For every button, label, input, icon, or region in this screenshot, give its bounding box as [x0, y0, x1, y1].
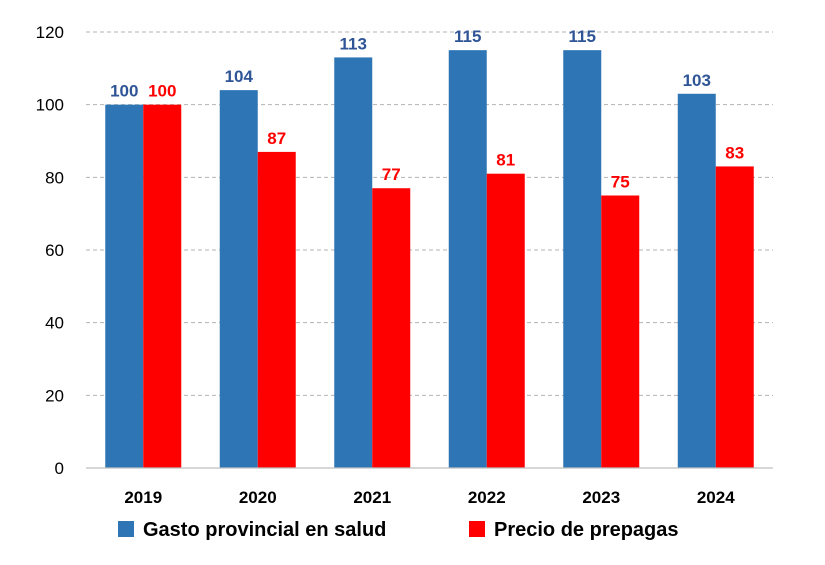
- bar-precio-2024: [715, 166, 754, 468]
- bar-gasto-2022: [448, 50, 487, 469]
- x-tick-label: 2019: [124, 488, 162, 507]
- legend-label-gasto: Gasto provincial en salud: [143, 519, 386, 541]
- data-label-precio-2020: 87: [267, 129, 286, 148]
- bar-gasto-2019: [105, 104, 144, 469]
- x-tick-label: 2021: [353, 488, 391, 507]
- y-tick-label: 20: [45, 386, 64, 405]
- data-label-gasto-2022: 115: [454, 27, 481, 46]
- gridlines: [86, 31, 773, 396]
- data-label-precio-2021: 77: [382, 165, 401, 184]
- y-tick-label: 0: [55, 459, 64, 478]
- bar-gasto-2021: [334, 57, 373, 468]
- legend-label-precio: Precio de prepagas: [494, 519, 679, 541]
- data-label-gasto-2021: 113: [340, 34, 367, 53]
- legend: Gasto provincial en salud Precio de prepa…: [118, 519, 679, 541]
- bar-gasto-2023: [563, 50, 602, 469]
- y-tick-label: 80: [45, 168, 64, 187]
- y-axis: 0 20 40 60 80 100 120: [36, 23, 64, 478]
- x-tick-label: 2020: [239, 488, 277, 507]
- data-label-gasto-2020: 104: [225, 67, 254, 86]
- bar-precio-2020: [257, 151, 296, 468]
- bar-gasto-2020: [219, 90, 258, 468]
- x-tick-label: 2024: [697, 488, 735, 507]
- data-labels: 100 100 104 87 113 77 115 81 115 75 103 83: [110, 27, 744, 191]
- bar-precio-2023: [601, 195, 640, 468]
- legend-swatch-gasto: [118, 521, 134, 537]
- y-tick-label: 100: [36, 96, 64, 115]
- x-tick-label: 2023: [582, 488, 620, 507]
- y-tick-label: 40: [45, 314, 64, 333]
- data-label-precio-2022: 81: [496, 151, 515, 170]
- data-label-precio-2024: 83: [725, 143, 744, 162]
- bar-precio-2019: [143, 104, 182, 469]
- y-tick-label: 120: [36, 23, 64, 42]
- bar-precio-2022: [486, 173, 525, 468]
- bars: [105, 50, 754, 469]
- data-label-gasto-2024: 103: [683, 71, 711, 90]
- data-label-gasto-2019: 100: [110, 82, 138, 101]
- y-tick-label: 60: [45, 241, 64, 260]
- data-label-gasto-2023: 115: [569, 27, 596, 46]
- data-label-precio-2019: 100: [148, 82, 176, 101]
- data-label-precio-2023: 75: [611, 173, 630, 192]
- x-tick-label: 2022: [468, 488, 506, 507]
- bar-gasto-2024: [677, 93, 716, 469]
- bar-precio-2021: [372, 188, 411, 468]
- x-axis: 2019 2020 2021 2022 2023 2024: [86, 467, 773, 507]
- legend-swatch-precio: [469, 521, 485, 537]
